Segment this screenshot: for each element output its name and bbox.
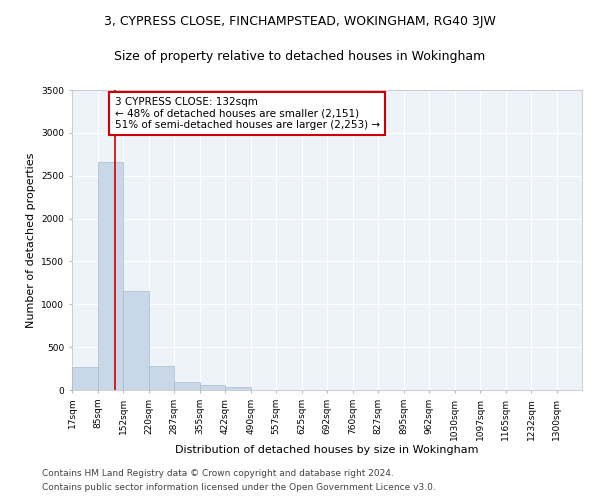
Text: 3, CYPRESS CLOSE, FINCHAMPSTEAD, WOKINGHAM, RG40 3JW: 3, CYPRESS CLOSE, FINCHAMPSTEAD, WOKINGH… [104, 15, 496, 28]
Bar [72, 367, 98, 390]
Text: Size of property relative to detached houses in Wokingham: Size of property relative to detached ho… [115, 50, 485, 63]
Bar [98, 162, 123, 390]
X-axis label: Distribution of detached houses by size in Wokingham: Distribution of detached houses by size … [175, 446, 479, 456]
Bar [174, 382, 200, 390]
Bar [149, 366, 174, 390]
Bar [225, 387, 251, 390]
Text: Contains public sector information licensed under the Open Government Licence v3: Contains public sector information licen… [42, 484, 436, 492]
Text: Contains HM Land Registry data © Crown copyright and database right 2024.: Contains HM Land Registry data © Crown c… [42, 468, 394, 477]
Bar [123, 292, 149, 390]
Y-axis label: Number of detached properties: Number of detached properties [26, 152, 36, 328]
Text: 3 CYPRESS CLOSE: 132sqm
← 48% of detached houses are smaller (2,151)
51% of semi: 3 CYPRESS CLOSE: 132sqm ← 48% of detache… [115, 97, 380, 130]
Bar [200, 386, 225, 390]
